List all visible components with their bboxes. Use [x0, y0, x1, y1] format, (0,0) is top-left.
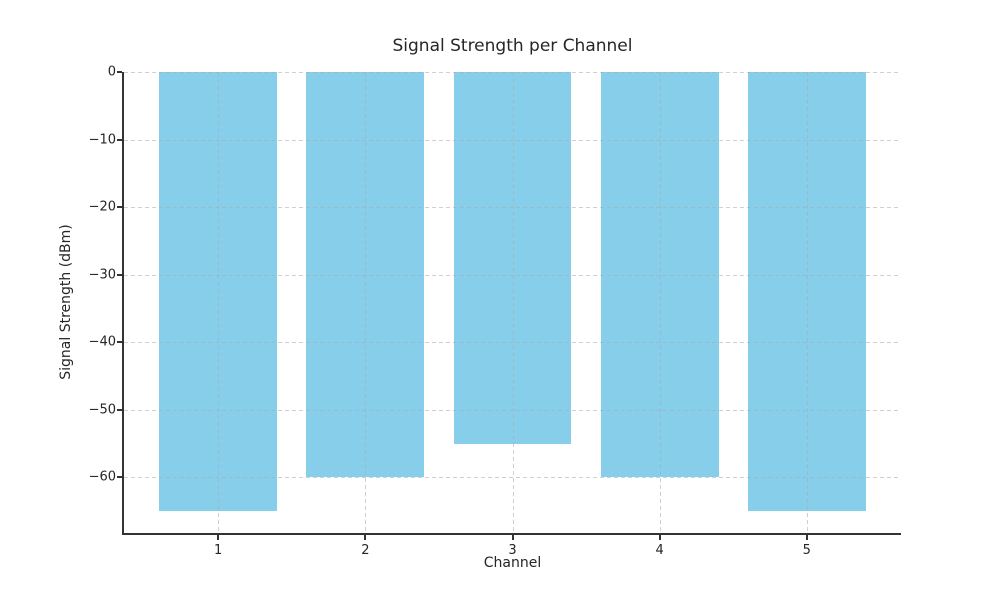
y-tick-mark — [117, 341, 122, 344]
plot-area: 0 −10 −20 −30 −40 −50 −60 1 2 3 4 5 — [89, 65, 901, 558]
y-tick-label: 0 — [107, 64, 116, 80]
x-tick-label: 3 — [508, 543, 517, 558]
y-tick-label: −10 — [88, 132, 116, 148]
y-tick-mark — [117, 71, 122, 73]
x-tick-label: 4 — [655, 543, 664, 558]
y-tick-label: −60 — [88, 469, 116, 485]
x-tick-mark — [364, 535, 367, 540]
y-tick-mark — [117, 206, 122, 209]
y-tick-mark — [117, 476, 122, 479]
x-tick-label: 2 — [361, 543, 370, 558]
bottom-spine — [122, 533, 901, 535]
x-axis-label: Channel — [483, 555, 542, 571]
x-tick-mark — [511, 535, 514, 540]
x-tick-label: 5 — [802, 543, 811, 558]
y-tick-label: −40 — [88, 334, 116, 350]
y-axis-label: Signal Strength (dBm) — [58, 224, 74, 380]
y-tick-label: −20 — [88, 199, 116, 215]
y-tick-mark — [117, 273, 122, 276]
axes-layer: 0 −10 −20 −30 −40 −50 −60 1 2 3 4 5 — [89, 65, 901, 558]
y-tick-label: −30 — [88, 267, 116, 283]
x-tick-mark — [217, 535, 220, 540]
x-tick-mark — [658, 535, 661, 540]
y-tick-label: −50 — [88, 402, 116, 418]
y-tick-mark — [117, 138, 122, 141]
chart-title: Signal Strength per Channel — [392, 36, 633, 56]
bar-channel-3 — [453, 72, 572, 444]
x-tick-label: 1 — [214, 543, 223, 558]
left-spine — [122, 72, 124, 535]
y-tick-mark — [117, 408, 122, 411]
x-tick-mark — [805, 535, 808, 540]
